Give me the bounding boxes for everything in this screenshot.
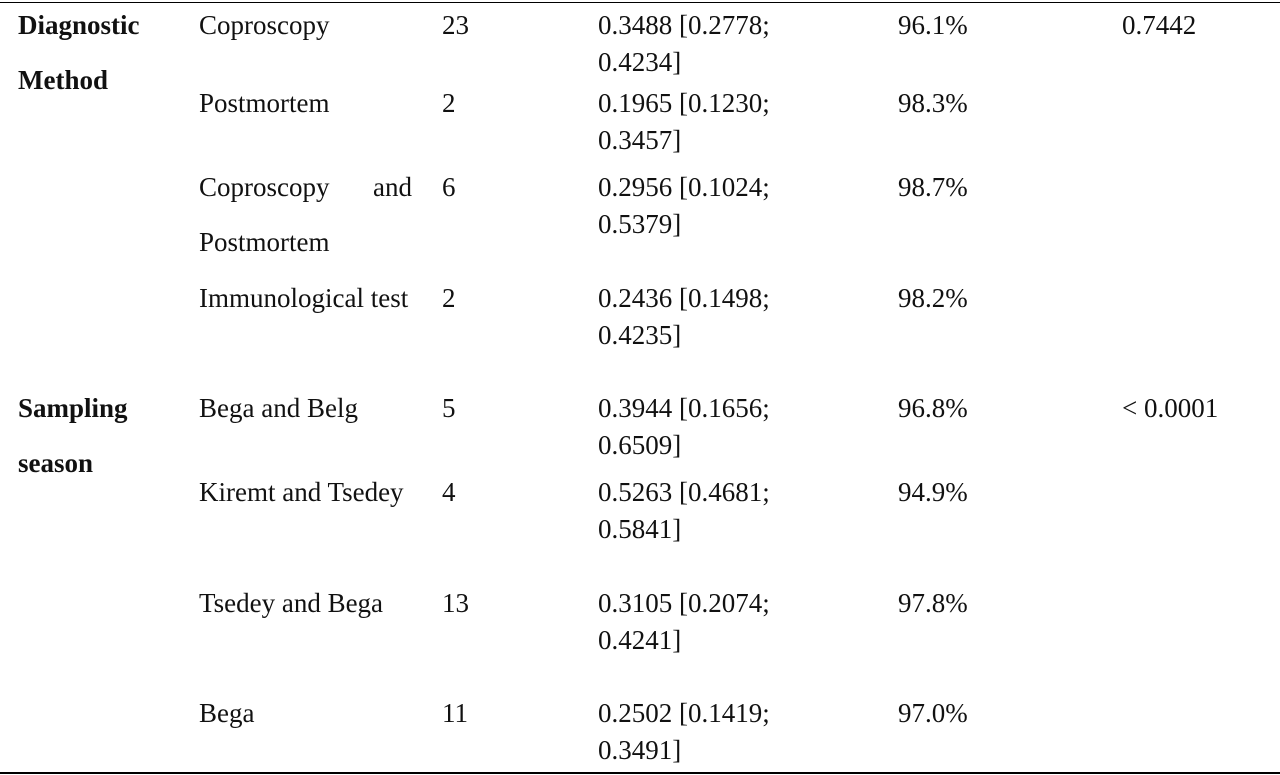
subgroup-text: Postmortem (199, 88, 330, 118)
estimate: 0.2436 [0.1498; 0.4235] (590, 276, 890, 386)
study-count: 11 (430, 691, 590, 773)
subgroup-text: Coproscopy and Postmortem (199, 172, 412, 257)
study-count: 2 (430, 276, 590, 386)
p-value: < 0.0001 (1115, 386, 1280, 773)
group-label-text: Diagnostic Method (18, 10, 140, 95)
p-value: 0.7442 (1115, 3, 1280, 387)
group-label: Diagnostic Method (0, 3, 190, 387)
heterogeneity: 98.7% (890, 165, 1115, 276)
heterogeneity-text: 98.7% (898, 172, 968, 202)
table-row: Coproscopy and Postmortem 6 0.2956 [0.1024… (0, 165, 1280, 276)
study-count-text: 11 (442, 698, 468, 728)
subgroup: Coproscopy (190, 3, 430, 82)
estimate-text: 0.5263 [0.4681; 0.5841] (598, 477, 770, 544)
study-count: 5 (430, 386, 590, 470)
study-count-text: 2 (442, 88, 456, 118)
estimate-text: 0.2436 [0.1498; 0.4235] (598, 283, 770, 350)
study-count-text: 13 (442, 588, 469, 618)
estimate-text: 0.3944 [0.1656; 0.6509] (598, 393, 770, 460)
estimate: 0.2956 [0.1024; 0.5379] (590, 165, 890, 276)
estimate: 0.1965 [0.1230; 0.3457] (590, 81, 890, 165)
heterogeneity-text: 97.8% (898, 588, 968, 618)
heterogeneity: 96.1% (890, 3, 1115, 82)
subgroup-text: Kiremt and Tsedey (199, 477, 404, 507)
table-body: Diagnostic Method Coproscopy 23 0.3488 [0.2… (0, 3, 1280, 774)
estimate: 0.2502 [0.1419; 0.3491] (590, 691, 890, 773)
subgroup: Kiremt and Tsedey (190, 470, 430, 581)
estimate-text: 0.1965 [0.1230; 0.3457] (598, 88, 770, 155)
table-row: Immunological test 2 0.2436 [0.1498; 0.423… (0, 276, 1280, 386)
subgroup: Coproscopy and Postmortem (190, 165, 430, 276)
group-label-text: Sampling season (18, 393, 128, 478)
heterogeneity-text: 96.1% (898, 10, 968, 40)
heterogeneity: 94.9% (890, 470, 1115, 581)
study-count-text: 6 (442, 172, 456, 202)
subgroup-text: Bega (199, 698, 255, 728)
study-count: 13 (430, 581, 590, 691)
heterogeneity-text: 96.8% (898, 393, 968, 423)
subgroup: Bega and Belg (190, 386, 430, 470)
table-row: Postmortem 2 0.1965 [0.1230; 0.3457] 98.3% (0, 81, 1280, 165)
study-count: 6 (430, 165, 590, 276)
estimate: 0.3488 [0.2778; 0.4234] (590, 3, 890, 82)
estimate-text: 0.2502 [0.1419; 0.3491] (598, 698, 770, 765)
p-value-text: < 0.0001 (1122, 393, 1219, 423)
subgroup: Immunological test (190, 276, 430, 386)
table-row: Bega 11 0.2502 [0.1419; 0.3491] 97.0% (0, 691, 1280, 773)
subgroup-text: Immunological test (199, 283, 409, 313)
study-count: 4 (430, 470, 590, 581)
heterogeneity: 96.8% (890, 386, 1115, 470)
study-count-text: 4 (442, 477, 456, 507)
subgroup: Tsedey and Bega (190, 581, 430, 691)
estimate-text: 0.3105 [0.2074; 0.4241] (598, 588, 770, 655)
heterogeneity-text: 94.9% (898, 477, 968, 507)
subgroup: Bega (190, 691, 430, 773)
estimate: 0.3105 [0.2074; 0.4241] (590, 581, 890, 691)
heterogeneity-text: 97.0% (898, 698, 968, 728)
heterogeneity-text: 98.3% (898, 88, 968, 118)
subgroup-text: Tsedey and Bega (199, 588, 384, 618)
estimate: 0.5263 [0.4681; 0.5841] (590, 470, 890, 581)
estimate-text: 0.3488 [0.2778; 0.4234] (598, 10, 770, 77)
group-label: Sampling season (0, 386, 190, 773)
subgroup-text: Bega and Belg (199, 393, 358, 423)
study-count-text: 2 (442, 283, 456, 313)
table-row: Tsedey and Bega 13 0.3105 [0.2074; 0.4241]… (0, 581, 1280, 691)
estimate-text: 0.2956 [0.1024; 0.5379] (598, 172, 770, 239)
study-count-text: 23 (442, 10, 469, 40)
study-count-text: 5 (442, 393, 456, 423)
heterogeneity: 98.3% (890, 81, 1115, 165)
estimate: 0.3944 [0.1656; 0.6509] (590, 386, 890, 470)
study-count: 2 (430, 81, 590, 165)
subgroup-text: Coproscopy (199, 10, 330, 40)
table-row: Kiremt and Tsedey 4 0.5263 [0.4681; 0.5841… (0, 470, 1280, 581)
subgroup: Postmortem (190, 81, 430, 165)
heterogeneity: 97.0% (890, 691, 1115, 773)
table-row: Diagnostic Method Coproscopy 23 0.3488 [0.2… (0, 3, 1280, 95)
p-value-text: 0.7442 (1122, 10, 1197, 40)
heterogeneity: 98.2% (890, 276, 1115, 386)
study-count: 23 (430, 3, 590, 82)
heterogeneity-text: 98.2% (898, 283, 968, 313)
table-row: Sampling season Bega and Belg 5 0.3944 [0.1… (0, 386, 1280, 478)
heterogeneity: 97.8% (890, 581, 1115, 691)
